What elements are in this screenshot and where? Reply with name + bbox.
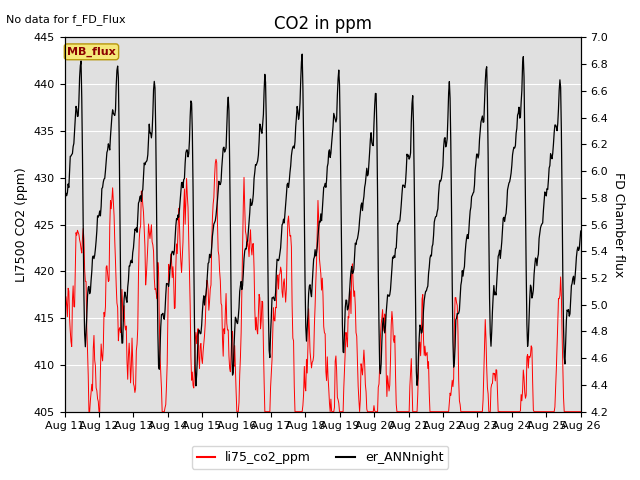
Title: CO2 in ppm: CO2 in ppm <box>274 15 372 33</box>
Y-axis label: FD Chamber flux: FD Chamber flux <box>612 172 625 277</box>
Text: MB_flux: MB_flux <box>67 47 116 57</box>
Y-axis label: LI7500 CO2 (ppm): LI7500 CO2 (ppm) <box>15 167 28 282</box>
Text: No data for f_FD_Flux: No data for f_FD_Flux <box>6 14 126 25</box>
Legend: li75_co2_ppm, er_ANNnight: li75_co2_ppm, er_ANNnight <box>191 446 449 469</box>
